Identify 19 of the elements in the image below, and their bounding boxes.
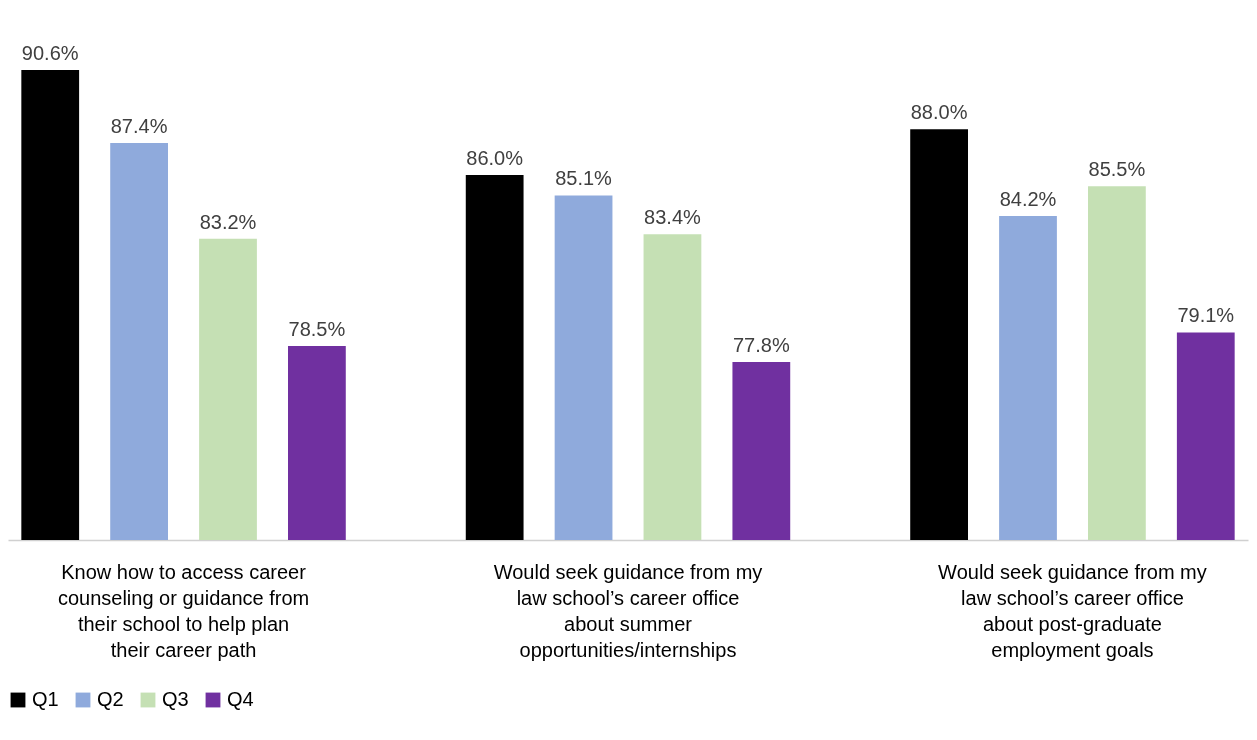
data-label: 77.8% (732, 334, 790, 357)
data-label: 85.1% (555, 167, 613, 190)
data-label: 85.5% (1088, 158, 1146, 181)
data-label: 90.6% (21, 42, 79, 64)
data-label: 83.4% (644, 206, 702, 229)
data-label: 88.0% (910, 101, 968, 124)
x-tick-label: Would seek guidance from my law school’s career office about post-graduate employment goals (938, 560, 1207, 661)
legend-label: Q4 (227, 688, 254, 710)
legend-label: Q1 (32, 688, 59, 710)
data-label: 83.2% (199, 210, 257, 233)
x-tick-label: Would seek guidance from my law school’s career office about summer opportunities/internships (493, 560, 763, 661)
legend-label: Q3 (162, 688, 189, 710)
data-label: 79.1% (1177, 304, 1235, 327)
data-label: 86.0% (466, 146, 524, 169)
data-label: 78.5% (288, 318, 346, 341)
x-tick-label: Know how to access career counseling or guidance from their school to help plan their career path (57, 560, 310, 661)
legend-label: Q2 (97, 688, 124, 710)
data-label: 87.4% (110, 115, 168, 138)
data-label: 84.2% (999, 188, 1057, 211)
